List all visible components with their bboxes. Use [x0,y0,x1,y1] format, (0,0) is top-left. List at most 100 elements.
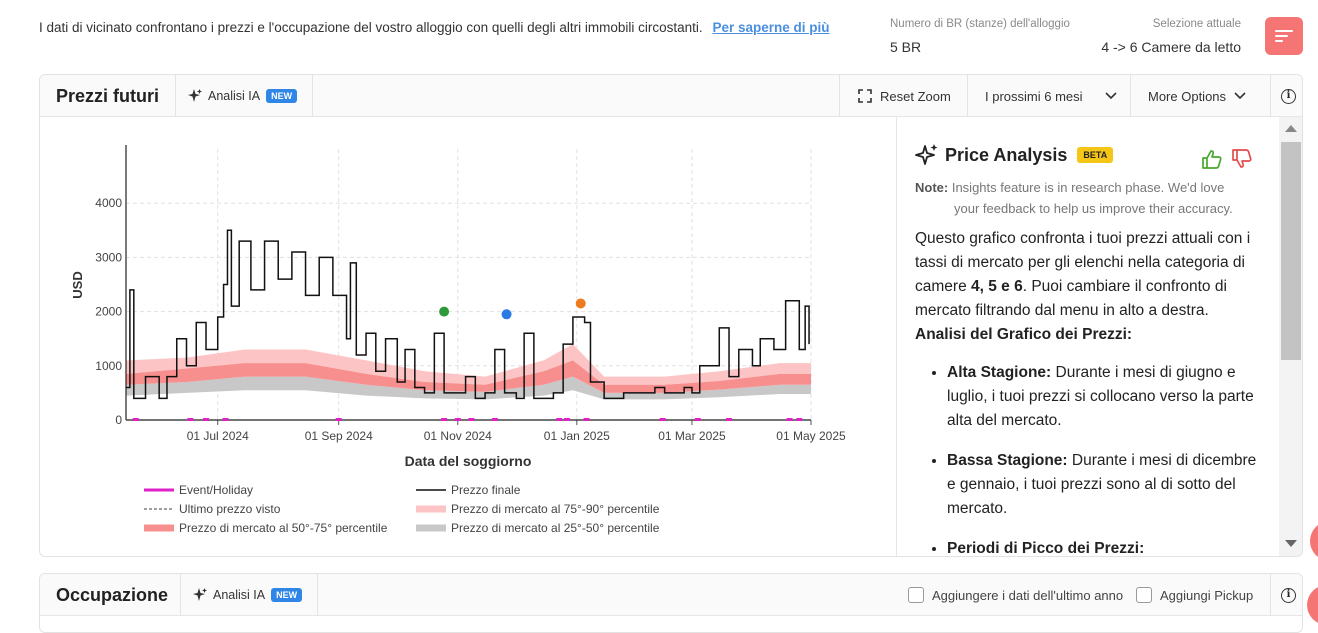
event-marker [222,418,229,421]
thumbs-up-icon[interactable] [1201,149,1223,169]
event-marker [454,418,461,421]
x-tick-label: 01 Nov 2024 [424,429,492,443]
pickup-checkbox[interactable]: Aggiungi Pickup [1136,574,1253,616]
legend-label: Prezzo di mercato al 75°-90° percentile [451,502,660,516]
x-axis-label: Data del soggiorno [405,453,532,469]
br-count-value: 5 BR [890,39,922,55]
x-tick-label: 01 Mar 2025 [658,429,726,443]
scroll-thumb[interactable] [1281,142,1301,360]
neighborhood-topbar: I dati di vicinato confrontano i prezzi … [0,0,1318,70]
legend-label: Prezzo finale [451,483,521,497]
future-prices-chart[interactable]: 0 1000 2000 3000 4000 01 Jul 2024 01 Sep 2024 0… [40,117,896,557]
event-marker [694,418,701,421]
x-tick-label: 01 Jul 2024 [187,429,249,443]
header-divider [317,574,318,616]
price-analysis-heading: Price Analysis BETA [915,143,1114,167]
pickup-label: Aggiungi Pickup [1160,587,1254,603]
analysis-body: Questo grafico confronta i tuoi prezzi a… [915,227,1265,556]
sparkle-icon [915,144,938,165]
floating-action-button[interactable] [1307,585,1318,625]
event-marker [659,418,666,421]
ai-analysis-tab[interactable]: Analisi IA NEW [193,574,303,616]
scroll-down-arrow[interactable] [1285,540,1297,547]
ai-analysis-label: Analisi IA [208,89,261,103]
fullscreen-icon [858,89,872,103]
y-axis-label: USD [70,271,85,298]
future-prices-header: Prezzi futuri Analisi IA NEW Reset Zoom … [40,75,1302,117]
legend-label: Prezzo di mercato al 50°-75° percentile [179,521,388,535]
note-label: Note: [915,180,949,195]
x-tick-label: 01 Sep 2024 [305,429,373,443]
y-tick-label: 3000 [95,250,122,264]
header-divider [1270,75,1271,117]
checkbox-box[interactable] [908,587,924,603]
ai-analysis-label: Analisi IA [213,588,266,602]
br-count-block: Numero di BR (stanze) dell'alloggio 5 BR [890,18,1070,55]
header-divider [967,75,968,117]
y-tick-label: 4000 [95,196,122,210]
thumbs-down-icon[interactable] [1231,149,1253,169]
current-selection-label: Selezione attuale [1152,18,1241,30]
last-year-label: Aggiungere i dati dell'ultimo anno [932,587,1124,603]
intro-text-row: I dati di vicinato confrontano i prezzi … [39,20,829,35]
more-options-button[interactable]: More Options [1148,75,1246,117]
floating-action-button[interactable] [1310,521,1318,561]
future-prices-title: Prezzi futuri [56,86,160,106]
note-line-2: your feedback to help us improve their a… [954,201,1233,216]
ai-analysis-tab[interactable]: Analisi IA NEW [188,75,298,117]
bullet-peak-periods: Periodi di Picco dei Prezzi: [947,537,1265,556]
event-marker [583,418,590,421]
reset-zoom-button[interactable]: Reset Zoom [858,75,951,117]
sparkle-icon [193,588,207,601]
band-75-90 [126,344,811,385]
future-prices-card: Prezzi futuri Analisi IA NEW Reset Zoom … [39,74,1303,557]
bullet-high-season: Alta Stagione: Durante i mesi di giugno … [947,361,1265,433]
info-icon[interactable]: i [1281,89,1296,104]
chevron-down-icon [1104,92,1117,100]
x-tick-label: 01 Jan 2025 [544,429,610,443]
checkbox-box[interactable] [1136,587,1152,603]
event-marker [491,418,498,421]
chevron-down-icon [1234,92,1246,100]
panel-scrollbar[interactable] [1279,117,1302,556]
period-select[interactable]: I prossimi 6 mesi [985,75,1117,117]
event-marker [556,418,563,421]
event-dot [439,306,450,317]
learn-more-link[interactable]: Per saperne di più [712,20,830,35]
event-dot [575,298,586,309]
info-icon[interactable]: i [1281,588,1296,603]
final-price-line [126,229,810,400]
last-year-checkbox[interactable]: Aggiungere i dati dell'ultimo anno [908,574,1123,616]
y-tick-label: 0 [115,413,122,427]
event-marker [441,418,448,421]
research-note: Note: Insights feature is in research ph… [915,177,1265,219]
scroll-up-arrow[interactable] [1285,125,1297,132]
event-marker [564,418,571,421]
bullet-low-season: Bassa Stagione: Durante i mesi di dicemb… [947,449,1265,521]
y-tick-label: 2000 [95,305,122,319]
more-options-label: More Options [1148,88,1227,104]
event-marker [726,418,733,421]
filter-sort-button[interactable] [1265,17,1303,55]
price-analysis-title: Price Analysis [945,144,1068,165]
event-dot [501,309,512,320]
sort-lines-icon [1275,30,1293,42]
intro-text: I dati di vicinato confrontano i prezzi … [39,20,703,35]
occupancy-title: Occupazione [56,585,169,605]
event-marker [335,418,342,421]
event-marker [203,418,210,421]
x-tick-label: 01 May 2025 [776,429,846,443]
event-marker [796,418,803,421]
header-divider [839,75,840,117]
event-marker [187,418,194,421]
legend-label: Event/Holiday [179,483,253,497]
occupancy-card: Occupazione Analisi IA NEW Aggiungere i … [39,573,1303,633]
note-line-1: Insights feature is in research phase. W… [951,180,1225,195]
header-divider [1270,574,1271,616]
header-divider [312,75,313,117]
event-marker [132,418,139,421]
legend-label: Prezzo di mercato al 25°-50° percentile [451,521,660,535]
new-badge: NEW [266,89,298,103]
header-divider [1130,75,1131,117]
legend-label: Ultimo prezzo visto [179,502,281,516]
